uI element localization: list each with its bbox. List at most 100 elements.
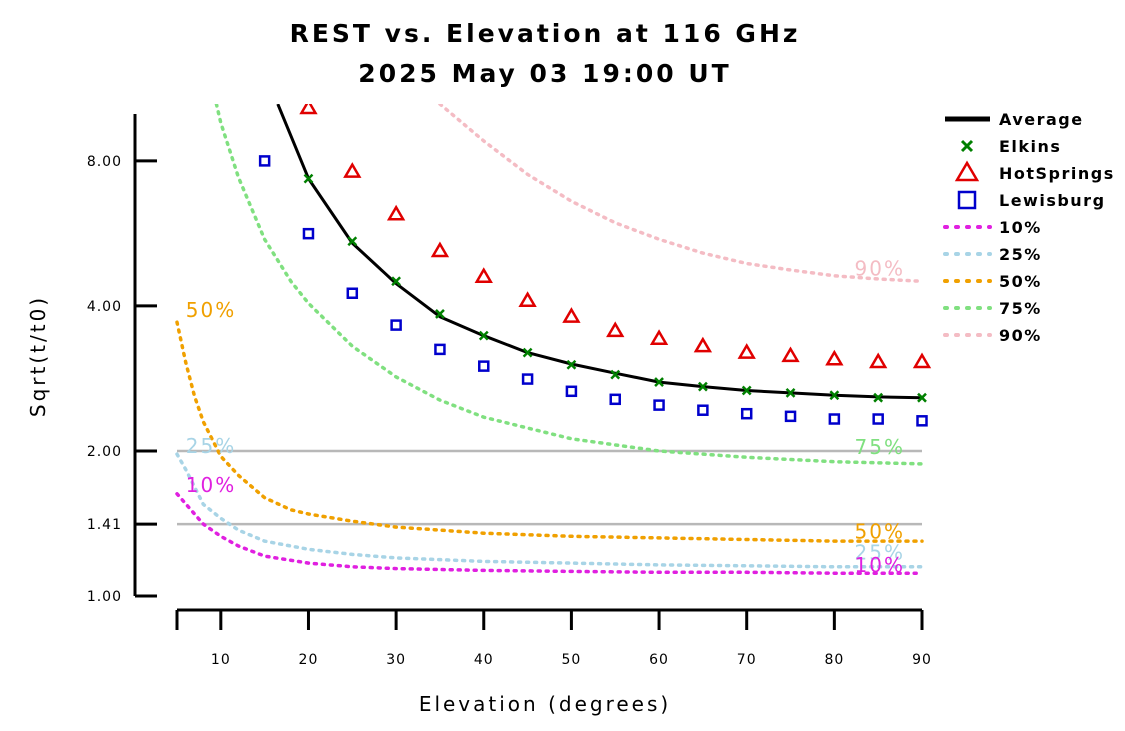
point-elkins bbox=[391, 276, 402, 287]
point-lewisburg bbox=[565, 385, 578, 398]
series-50pct bbox=[175, 320, 924, 543]
series-elkins bbox=[303, 173, 927, 403]
point-lewisburg bbox=[258, 155, 271, 167]
point-hotsprings bbox=[606, 321, 625, 338]
point-hotsprings bbox=[386, 204, 406, 221]
point-lewisburg bbox=[784, 410, 797, 423]
x-tick-label: 40 bbox=[474, 652, 494, 668]
legend-item-50pct: 50% bbox=[943, 272, 1042, 291]
x-tick-label: 30 bbox=[386, 652, 406, 668]
point-lewisburg bbox=[653, 399, 665, 411]
point-hotsprings bbox=[912, 352, 932, 369]
point-elkins bbox=[697, 381, 708, 392]
point-hotsprings bbox=[869, 352, 888, 369]
line-75pct bbox=[214, 104, 924, 466]
legend-label: Average bbox=[999, 110, 1084, 129]
legend-label: HotSprings bbox=[999, 164, 1115, 183]
legend-item-elkins: Elkins bbox=[960, 137, 1061, 156]
line-50pct bbox=[175, 320, 924, 543]
point-hotsprings bbox=[474, 267, 493, 283]
line-10pct bbox=[175, 492, 924, 575]
y-tick-label: 8.00 bbox=[87, 154, 122, 170]
curve-label-90pct: 90% bbox=[855, 257, 905, 281]
point-hotsprings bbox=[825, 349, 844, 366]
legend-item-10pct: 10% bbox=[943, 218, 1042, 237]
point-elkins bbox=[829, 390, 840, 401]
point-lewisburg bbox=[478, 360, 490, 372]
point-hotsprings bbox=[518, 291, 537, 308]
legend-label: 50% bbox=[999, 272, 1042, 291]
point-hotsprings bbox=[430, 241, 450, 258]
x-tick-label: 80 bbox=[824, 652, 844, 668]
legend-label: Lewisburg bbox=[999, 191, 1106, 210]
series-25pct bbox=[175, 452, 924, 569]
reference-lines bbox=[177, 449, 922, 526]
legend-label: Elkins bbox=[999, 137, 1061, 156]
y-tick-label: 1.00 bbox=[87, 589, 122, 605]
curve-label-10pct: 10% bbox=[186, 473, 236, 497]
legend-item-25pct: 25% bbox=[943, 245, 1042, 264]
series-average bbox=[276, 104, 923, 400]
point-elkins bbox=[873, 392, 884, 403]
point-lewisburg bbox=[390, 319, 402, 331]
point-lewisburg bbox=[434, 343, 446, 356]
axes: 1.00 1.41 2.00 4.00 8.00 10 20 30 40 50 60 70 80 90 bbox=[87, 114, 931, 668]
legend-swatch bbox=[957, 190, 977, 210]
legend-label: 25% bbox=[999, 245, 1042, 264]
legend-label: 75% bbox=[999, 299, 1042, 318]
point-lewisburg bbox=[609, 393, 621, 406]
point-elkins bbox=[435, 309, 445, 319]
legend-item-75pct: 75% bbox=[943, 299, 1042, 318]
x-tick-label: 50 bbox=[561, 652, 581, 668]
legend: Average Elkins HotSprings Lewisburg 10% 25% 50… bbox=[943, 110, 1115, 345]
legend-item-lewisburg: Lewisburg bbox=[957, 190, 1106, 210]
x-axis-label: Elevation (degrees) bbox=[419, 692, 671, 716]
legend-swatch bbox=[954, 160, 980, 182]
point-hotsprings bbox=[649, 329, 669, 345]
point-elkins bbox=[610, 369, 621, 380]
point-lewisburg bbox=[521, 373, 534, 385]
line-25pct bbox=[175, 452, 924, 569]
point-elkins bbox=[654, 377, 664, 387]
x-tick-label: 70 bbox=[737, 652, 757, 668]
curve-label-25pct: 25% bbox=[186, 434, 236, 458]
y-tick-label: 2.00 bbox=[87, 444, 122, 460]
series bbox=[175, 104, 932, 575]
point-hotsprings bbox=[562, 307, 581, 323]
chart-subtitle: 2025 May 03 19:00 UT bbox=[358, 59, 731, 88]
point-hotsprings bbox=[343, 162, 362, 178]
legend-label: 10% bbox=[999, 218, 1042, 237]
legend-swatch bbox=[960, 139, 974, 153]
point-lewisburg bbox=[828, 413, 841, 425]
x-tick-label: 10 bbox=[211, 652, 231, 668]
legend-label: 90% bbox=[999, 326, 1042, 345]
point-lewisburg bbox=[916, 415, 928, 427]
series-90pct bbox=[438, 104, 924, 284]
point-elkins bbox=[566, 359, 577, 370]
point-elkins bbox=[741, 385, 752, 396]
point-hotsprings bbox=[299, 104, 318, 115]
y-tick-label: 4.00 bbox=[87, 299, 122, 315]
legend-item-hotsprings: HotSprings bbox=[954, 160, 1115, 183]
legend-item-90pct: 90% bbox=[943, 326, 1042, 345]
point-hotsprings bbox=[737, 343, 756, 359]
line-90pct bbox=[438, 104, 924, 284]
series-10pct bbox=[175, 492, 924, 575]
y-tick-label: 1.41 bbox=[87, 517, 122, 533]
curve-labels: 50%25%10%90%75%50%25%10% bbox=[186, 257, 905, 577]
x-tick-label: 60 bbox=[649, 652, 669, 668]
point-hotsprings bbox=[693, 336, 713, 353]
x-tick-label: 20 bbox=[299, 652, 319, 668]
point-lewisburg bbox=[872, 413, 884, 425]
point-lewisburg bbox=[346, 287, 359, 299]
y-axis-label: Sqrt(t/t0) bbox=[26, 295, 50, 417]
point-lewisburg bbox=[740, 407, 753, 420]
curve-label-50pct: 50% bbox=[186, 298, 236, 322]
curve-label-10pct: 10% bbox=[855, 553, 905, 577]
point-elkins bbox=[785, 387, 796, 398]
curve-label-25pct: 25% bbox=[855, 541, 905, 565]
point-elkins bbox=[347, 236, 358, 247]
curve-label-50pct: 50% bbox=[855, 520, 905, 544]
point-hotsprings bbox=[781, 346, 800, 363]
